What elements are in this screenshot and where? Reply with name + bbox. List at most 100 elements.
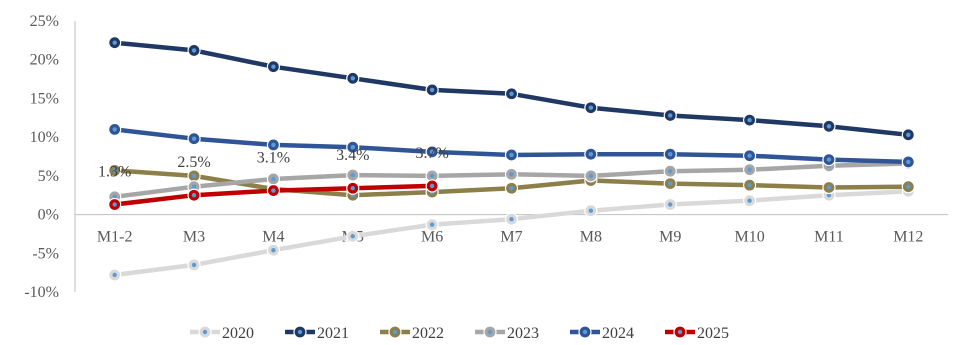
legend-marker-center	[677, 329, 683, 335]
data-point-center	[509, 152, 514, 158]
data-point-center	[668, 151, 673, 157]
data-point-center	[509, 91, 514, 96]
data-point-center	[429, 149, 435, 155]
data-point-center	[668, 113, 673, 118]
data-point-center	[191, 173, 197, 179]
legend-label: 2021	[317, 325, 349, 342]
legend-item-2021: 2021	[285, 325, 349, 342]
data-point-center	[668, 169, 673, 174]
data-point-center	[112, 202, 117, 207]
data-label: 3.1%	[257, 150, 290, 167]
y-tick-label: 25%	[30, 13, 59, 30]
data-point-center	[191, 262, 197, 268]
x-tick-label: M3	[183, 229, 205, 246]
series-2020	[108, 184, 915, 282]
data-point-center	[668, 181, 673, 186]
data-point-center	[429, 173, 435, 179]
data-point-center	[588, 151, 594, 157]
x-tick-label: M7	[500, 229, 522, 246]
data-point-center	[588, 173, 594, 179]
legend-marker-center	[392, 329, 398, 335]
data-point-center	[350, 76, 355, 81]
data-point-center	[906, 184, 911, 189]
data-point-center	[588, 208, 594, 213]
data-point-center	[826, 185, 832, 190]
data-point-center	[271, 64, 276, 69]
x-tick-label: M11	[814, 229, 844, 246]
data-point-center	[747, 153, 752, 158]
data-point-center	[906, 159, 911, 165]
data-label: 3.4%	[336, 147, 369, 164]
data-point-center	[112, 168, 117, 173]
legend-marker-center	[487, 329, 493, 335]
data-point-center	[429, 183, 435, 189]
data-label: 3.7%	[415, 145, 448, 162]
series-lines	[108, 36, 915, 282]
data-point-center	[191, 48, 197, 53]
data-point-center	[747, 182, 752, 188]
data-point-center	[112, 40, 117, 45]
series-2021	[108, 36, 915, 142]
data-point-center	[191, 136, 197, 141]
legend-item-2020: 2020	[190, 325, 254, 342]
data-point-center	[509, 217, 514, 222]
data-point-center	[350, 234, 355, 239]
y-tick-label: 5%	[38, 168, 59, 185]
y-tick-labels: 25% 20% 15% 10% 5% 0% -5% -10%	[24, 13, 59, 301]
series-2025	[108, 179, 439, 212]
data-point-center	[747, 117, 752, 123]
legend-marker-center	[582, 329, 588, 335]
y-tick-label: -5%	[32, 245, 59, 262]
data-point-center	[826, 157, 832, 162]
data-point-center	[191, 184, 197, 189]
legend-item-2024: 2024	[570, 325, 634, 342]
legend-item-2023: 2023	[475, 325, 539, 342]
data-point-center	[509, 172, 514, 177]
data-point-center	[350, 186, 355, 191]
legend-marker-center	[202, 329, 208, 335]
series-2024	[108, 122, 915, 169]
data-point-center	[509, 186, 514, 191]
y-tick-label: 0%	[38, 207, 59, 224]
y-tick-label: 15%	[30, 90, 59, 107]
legend-label: 2020	[222, 325, 254, 342]
legend-marker-center	[297, 329, 303, 335]
data-point-center	[906, 132, 911, 138]
x-tick-label: M12	[893, 229, 923, 246]
x-tick-label: M1-2	[97, 229, 133, 246]
y-tick-label: 10%	[30, 129, 59, 146]
legend-label: 2023	[507, 325, 539, 342]
x-tick-label: M10	[734, 229, 764, 246]
y-tick-label: 20%	[30, 52, 59, 69]
data-point-center	[271, 142, 276, 148]
data-point-center	[271, 188, 276, 193]
x-tick-label: M4	[262, 229, 284, 246]
data-point-center	[112, 127, 117, 132]
data-labels: 1.3% 2.5% 3.1% 3.4% 3.7%	[98, 145, 449, 181]
legend-label: 2022	[412, 325, 444, 342]
data-point-center	[191, 193, 197, 198]
data-point-center	[429, 222, 435, 227]
data-point-center	[112, 272, 117, 278]
data-point-center	[271, 247, 276, 253]
x-tick-label: M8	[580, 229, 602, 246]
y-tick-label: -10%	[24, 284, 59, 301]
legend-label: 2024	[602, 325, 634, 342]
data-point-center	[112, 194, 117, 199]
data-point-center	[350, 172, 355, 178]
x-tick-label: M9	[659, 229, 681, 246]
data-point-center	[747, 167, 752, 172]
x-tick-label: M6	[421, 229, 443, 246]
data-point-center	[826, 193, 832, 198]
legend-label: 2025	[697, 325, 729, 342]
data-point-center	[350, 145, 355, 150]
data-label: 1.3%	[98, 164, 131, 181]
legend-item-2022: 2022	[380, 325, 444, 342]
legend-item-2025: 2025	[665, 325, 729, 342]
data-point-center	[826, 124, 832, 129]
data-label: 2.5%	[177, 154, 210, 171]
data-point-center	[271, 176, 276, 182]
data-point-center	[747, 198, 752, 203]
data-point-center	[588, 105, 594, 110]
